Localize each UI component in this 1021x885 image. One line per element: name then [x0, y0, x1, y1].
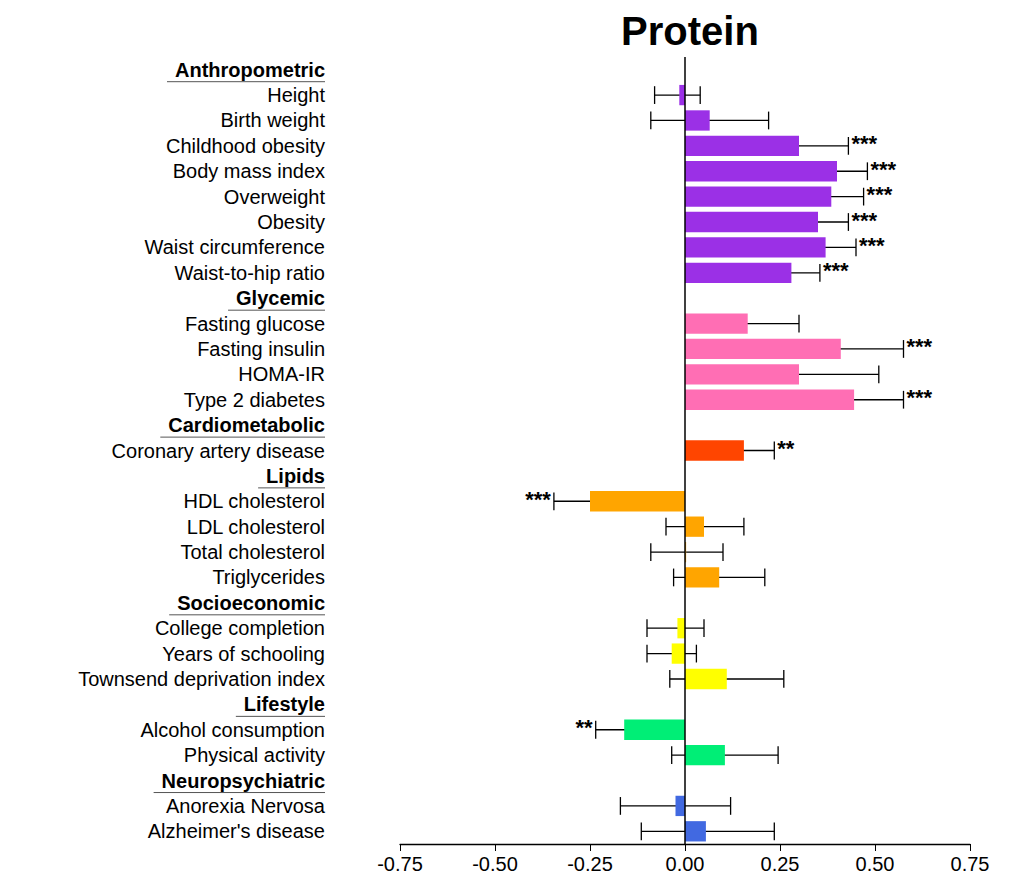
- svg-text:Neuropsychiatric: Neuropsychiatric: [162, 770, 325, 792]
- svg-text:-0.75: -0.75: [377, 853, 423, 875]
- svg-text:**: **: [576, 715, 594, 740]
- svg-text:College completion: College completion: [155, 617, 325, 639]
- svg-text:0.50: 0.50: [856, 853, 895, 875]
- svg-text:***: ***: [851, 131, 877, 156]
- svg-text:Fasting glucose: Fasting glucose: [185, 313, 325, 335]
- svg-text:Birth weight: Birth weight: [221, 109, 326, 131]
- svg-text:Childhood obesity: Childhood obesity: [166, 135, 325, 157]
- svg-text:0.75: 0.75: [951, 853, 990, 875]
- svg-text:-0.50: -0.50: [472, 853, 518, 875]
- svg-text:***: ***: [867, 182, 893, 207]
- svg-text:Type 2 diabetes: Type 2 diabetes: [184, 389, 325, 411]
- svg-text:Waist-to-hip ratio: Waist-to-hip ratio: [175, 262, 325, 284]
- svg-text:Lifestyle: Lifestyle: [244, 693, 325, 715]
- svg-text:Alzheimer's disease: Alzheimer's disease: [148, 820, 325, 842]
- svg-text:***: ***: [525, 487, 551, 512]
- svg-text:Socioeconomic: Socioeconomic: [177, 592, 325, 614]
- svg-text:Townsend deprivation index: Townsend deprivation index: [78, 668, 325, 690]
- svg-text:Lipids: Lipids: [266, 465, 325, 487]
- svg-text:***: ***: [907, 334, 933, 359]
- svg-text:Obesity: Obesity: [257, 211, 325, 233]
- svg-text:Physical activity: Physical activity: [184, 744, 325, 766]
- svg-text:Waist circumference: Waist circumference: [145, 236, 325, 258]
- svg-text:Fasting insulin: Fasting insulin: [197, 338, 325, 360]
- svg-text:Anorexia Nervosa: Anorexia Nervosa: [166, 795, 326, 817]
- svg-text:***: ***: [907, 385, 933, 410]
- svg-text:Body mass index: Body mass index: [173, 160, 325, 182]
- svg-text:-0.25: -0.25: [567, 853, 613, 875]
- svg-text:Anthropometric: Anthropometric: [175, 59, 325, 81]
- svg-text:Height: Height: [267, 84, 325, 106]
- svg-text:***: ***: [851, 208, 877, 233]
- svg-text:0.00: 0.00: [666, 853, 705, 875]
- svg-text:***: ***: [859, 233, 885, 258]
- svg-text:HOMA-IR: HOMA-IR: [238, 363, 325, 385]
- svg-text:0.25: 0.25: [761, 853, 800, 875]
- svg-text:LDL cholesterol: LDL cholesterol: [187, 516, 325, 538]
- svg-text:***: ***: [870, 157, 896, 182]
- svg-text:***: ***: [823, 258, 849, 283]
- svg-text:Total cholesterol: Total cholesterol: [180, 541, 325, 563]
- svg-text:Overweight: Overweight: [224, 186, 326, 208]
- svg-text:Cardiometabolic: Cardiometabolic: [168, 414, 325, 436]
- svg-text:Years of schooling: Years of schooling: [162, 643, 325, 665]
- svg-text:**: **: [777, 436, 795, 461]
- svg-text:Glycemic: Glycemic: [236, 287, 325, 309]
- svg-text:Alcohol consumption: Alcohol consumption: [140, 719, 325, 741]
- svg-text:Protein: Protein: [621, 9, 759, 53]
- svg-text:Triglycerides: Triglycerides: [212, 566, 325, 588]
- svg-text:HDL cholesterol: HDL cholesterol: [183, 490, 325, 512]
- svg-text:Coronary artery disease: Coronary artery disease: [112, 440, 325, 462]
